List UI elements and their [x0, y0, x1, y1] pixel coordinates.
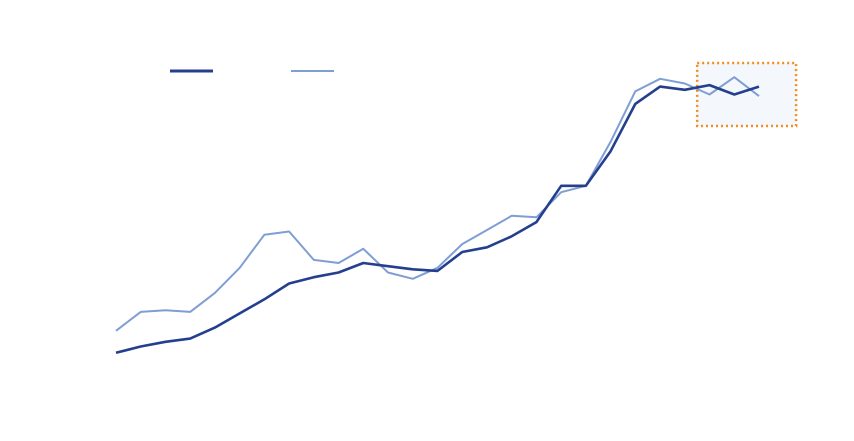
highlight-box: [695, 61, 798, 128]
series-line-2: [115, 76, 760, 332]
series-line-1: [115, 83, 760, 355]
series-lines: [115, 76, 760, 355]
